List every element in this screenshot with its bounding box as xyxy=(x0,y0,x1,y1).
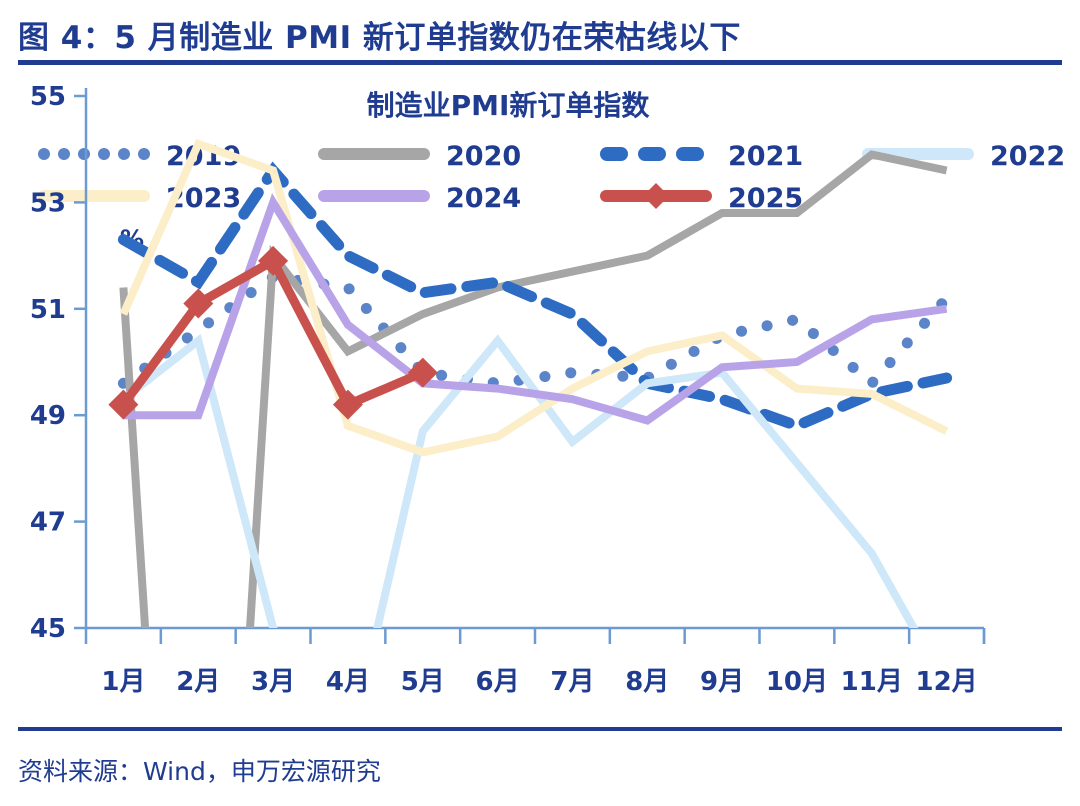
x-axis-tick-label: 5月 xyxy=(401,667,445,697)
x-axis-tick-label: 1月 xyxy=(101,667,145,697)
legend-swatch-dot xyxy=(38,148,50,160)
chart-series-group xyxy=(108,138,953,628)
legend-label-2025: 2025 xyxy=(728,183,803,214)
series-line-2024 xyxy=(123,193,948,425)
data-point-marker xyxy=(258,245,289,276)
legend-swatch-dash xyxy=(600,147,628,161)
figure-title: 图 4：5 月制造业 PMI 新订单指数仍在荣枯线以下 xyxy=(18,20,741,56)
legend-swatch-dash xyxy=(638,147,666,161)
x-axis-tick-label: 6月 xyxy=(476,667,520,697)
x-axis-tick-label: 11月 xyxy=(841,667,903,697)
legend-item-2023[interactable]: 2023 xyxy=(38,183,241,214)
x-axis-tick-label: 7月 xyxy=(550,667,594,697)
series-line-2025 xyxy=(108,245,438,420)
legend-item-2024[interactable]: 2024 xyxy=(318,183,521,214)
series-line-2021 xyxy=(117,161,953,432)
footer-divider xyxy=(18,727,1062,731)
data-point-marker xyxy=(183,288,214,319)
series-line-2019 xyxy=(117,271,953,392)
data-point-marker xyxy=(108,389,139,420)
data-point-marker xyxy=(407,357,438,388)
source-note: 资料来源：Wind，申万宏源研究 xyxy=(18,757,381,786)
x-axis-tick-label: 8月 xyxy=(625,667,669,697)
y-axis-tick-label: 49 xyxy=(30,401,66,431)
x-axis-tick-label: 10月 xyxy=(766,667,828,697)
x-axis-tick-label: 9月 xyxy=(700,667,744,697)
header-divider xyxy=(18,60,1062,65)
legend-label-2021: 2021 xyxy=(728,141,803,172)
legend-swatch-line xyxy=(38,190,150,202)
x-axis-tick-label: 3月 xyxy=(251,667,295,697)
y-axis-tick-label: 47 xyxy=(30,508,66,538)
chart-container: 制造业PMI新订单指数 2019 2020 2021 2022 2023 2024 2025… xyxy=(0,72,1080,722)
series-line-2023 xyxy=(119,138,949,457)
x-axis-tick-label: 12月 xyxy=(915,667,977,697)
legend-swatch-dot xyxy=(118,148,130,160)
y-axis-tick-label: 55 xyxy=(30,82,66,112)
legend-swatch-dot xyxy=(78,148,90,160)
legend-label-2020: 2020 xyxy=(446,141,521,172)
chart-axes: 45 47 49 51 53 55 xyxy=(30,82,986,644)
legend-swatch-dot xyxy=(58,148,70,160)
legend-swatch-dot xyxy=(138,148,150,160)
y-axis-tick-label: 53 xyxy=(30,188,66,218)
legend-swatch-marker xyxy=(643,183,669,209)
legend-swatch-line xyxy=(318,190,430,202)
y-axis-tick-label: 45 xyxy=(30,614,66,644)
legend-label-2024: 2024 xyxy=(446,183,521,214)
legend-item-2020[interactable]: 2020 xyxy=(318,141,521,172)
chart-subtitle: 制造业PMI新订单指数 xyxy=(367,89,651,122)
legend-item-2021[interactable]: 2021 xyxy=(600,141,803,172)
legend-swatch-dot xyxy=(98,148,110,160)
legend-swatch-line xyxy=(318,148,430,160)
x-axis-labels: 1月 2月 3月 4月 5月 6月 7月 8月 9月 10月 11月 12月 xyxy=(101,667,977,697)
x-axis-tick-label: 2月 xyxy=(176,667,220,697)
x-axis-tick-label: 4月 xyxy=(326,667,370,697)
series-line-2020 xyxy=(119,150,948,628)
legend-label-2022: 2022 xyxy=(990,141,1065,172)
y-axis-tick-label: 51 xyxy=(30,295,66,325)
figure-header: 图 4：5 月制造业 PMI 新订单指数仍在荣枯线以下 xyxy=(0,0,1080,72)
data-point-marker xyxy=(332,389,363,420)
legend-swatch-dash xyxy=(676,147,704,161)
legend-item-2025[interactable]: 2025 xyxy=(600,183,803,214)
